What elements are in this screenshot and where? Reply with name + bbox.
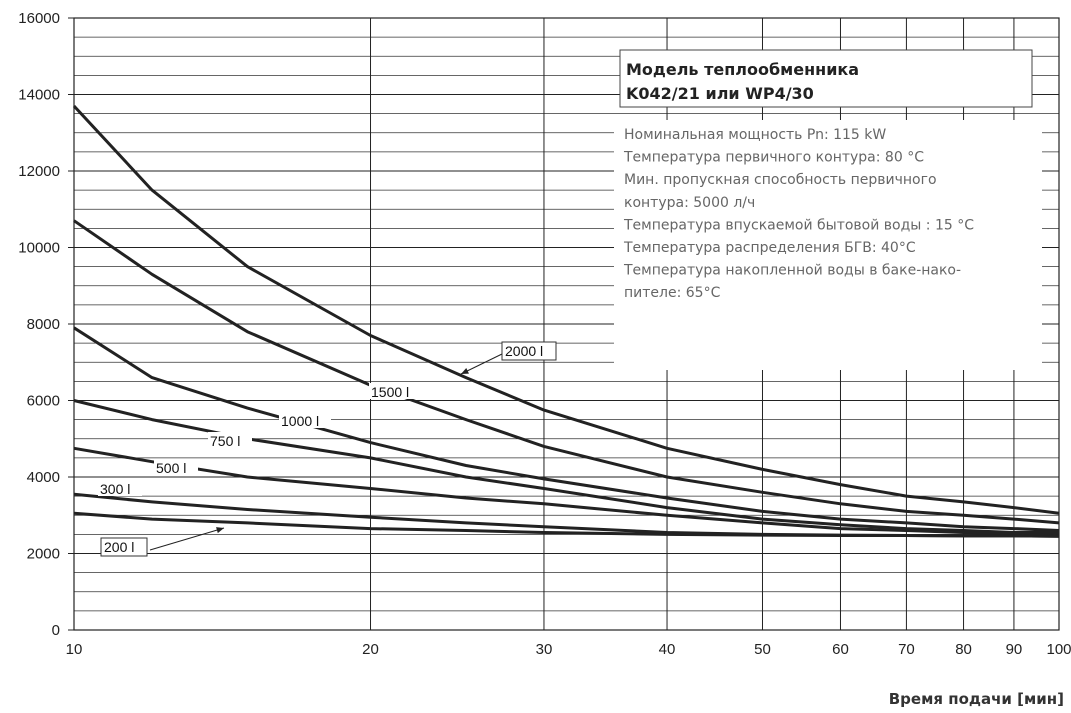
series-lines (72, 104, 1060, 538)
info-line: Температура распределения БГВ: 40°C (623, 240, 916, 256)
x-axis-label: Время подачи [мин] (889, 690, 1064, 708)
y-tick-label: 6000 (27, 393, 60, 410)
y-tick-label: 12000 (18, 163, 60, 180)
x-tick-label: 20 (362, 641, 379, 658)
title-line-1: Модель теплообменника (626, 60, 859, 79)
series-line (73, 446, 1059, 536)
x-tick-label: 10 (66, 641, 83, 658)
info-line: Температура впускаемой бытовой воды : 15… (623, 217, 974, 233)
x-tick-label: 70 (898, 641, 915, 658)
x-tick-label: 80 (955, 641, 972, 658)
info-panel (614, 120, 1042, 370)
curve-label: 750 l (210, 433, 240, 449)
info-line: контура: 5000 л/ч (624, 195, 755, 211)
label-bg (369, 383, 421, 399)
x-tick-label: 100 (1046, 641, 1071, 658)
x-tick-label: 60 (832, 641, 849, 658)
info-line: Температура накопленной воды в баке-нако… (623, 263, 961, 279)
series-line (73, 326, 1060, 532)
info-text: Номинальная мощность Pn: 115 kW Температу… (623, 127, 974, 301)
series-line (73, 511, 1060, 538)
label-arrowhead (461, 367, 469, 374)
y-tick-label: 2000 (27, 546, 60, 563)
label-bg (98, 480, 142, 496)
label-bg (154, 459, 198, 475)
curve-label: 2000 l (505, 343, 543, 359)
x-tick-label: 90 (1006, 641, 1023, 658)
curve-label: 1000 l (281, 413, 319, 429)
curve-label: 1500 l (371, 384, 409, 400)
label-box (100, 537, 148, 557)
axis-ticks: 0 2000 4000 6000 8000 10000 12000 14000 16000 10 2… (18, 10, 1071, 658)
curve-label: 500 l (156, 460, 186, 476)
y-tick-label: 16000 (18, 10, 60, 27)
y-tick-label: 14000 (18, 87, 60, 104)
y-tick-label: 4000 (27, 469, 60, 486)
y-tick-label: 8000 (27, 316, 60, 333)
info-line: Мин. пропускная способность первичного (624, 172, 937, 188)
info-line: Номинальная мощность Pn: 115 kW (624, 127, 886, 143)
y-tick-label: 0 (52, 622, 60, 639)
series-line (73, 219, 1060, 525)
curve-label: 200 l (104, 539, 134, 555)
label-arrowhead (216, 527, 224, 534)
x-tick-label: 30 (536, 641, 553, 658)
label-bg (279, 412, 331, 428)
info-line: пителе: 65°C (624, 285, 721, 301)
label-leader (460, 353, 503, 375)
x-tick-label: 40 (659, 641, 676, 658)
y-tick-label: 10000 (18, 240, 60, 257)
label-bg (208, 432, 252, 448)
x-tick-label: 50 (754, 641, 771, 658)
label-box (501, 341, 557, 361)
curve-labels: 2000 l 1500 l 1000 l 750 l 500 l 300 l 200 l (98, 341, 557, 557)
title-line-2: K042/21 или WP4/30 (626, 84, 814, 103)
title-box (619, 49, 1033, 108)
info-line: Температура первичного контура: 80 °C (623, 150, 924, 166)
series-line (72, 104, 1060, 515)
curve-label: 300 l (100, 481, 130, 497)
label-leader (149, 527, 225, 551)
